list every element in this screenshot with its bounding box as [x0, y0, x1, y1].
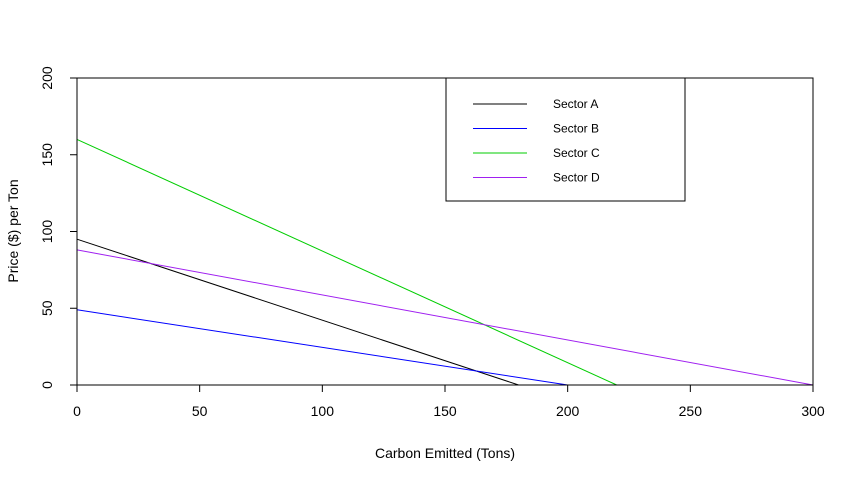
x-tick-label: 250: [679, 403, 703, 419]
x-axis-title: Carbon Emitted (Tons): [375, 445, 515, 461]
x-tick-label: 100: [311, 403, 335, 419]
x-tick-label: 200: [556, 403, 580, 419]
legend-label-sector-c: Sector C: [553, 146, 600, 160]
x-axis: 0 50 100 150 200 250 300: [73, 384, 825, 419]
y-axis: 0 50 100 150 200: [39, 66, 78, 389]
legend-label-sector-a: Sector A: [553, 97, 598, 111]
plot-frame: [76, 77, 814, 386]
x-tick-label: 0: [73, 403, 81, 419]
y-axis-title: Price ($) per Ton: [5, 179, 21, 282]
legend-label-sector-d: Sector D: [553, 171, 600, 185]
x-tick-label: 150: [433, 403, 457, 419]
y-tick-label: 200: [39, 66, 55, 90]
legend-box: [445, 77, 686, 202]
series-line-sector-c: [76, 138, 617, 386]
series-line-sector-d: [76, 249, 814, 386]
x-tick-label: 300: [801, 403, 825, 419]
legend: Sector A Sector B Sector C Sector D: [445, 77, 686, 202]
series-line-sector-a: [76, 238, 519, 386]
series-line-sector-b: [76, 309, 568, 386]
y-tick-label: 50: [39, 300, 55, 316]
y-tick-label: 150: [39, 143, 55, 167]
series-layer: [76, 138, 814, 386]
y-tick-label: 0: [39, 381, 55, 389]
legend-label-sector-b: Sector B: [553, 122, 599, 136]
y-tick-label: 100: [39, 220, 55, 244]
x-tick-label: 50: [192, 403, 208, 419]
